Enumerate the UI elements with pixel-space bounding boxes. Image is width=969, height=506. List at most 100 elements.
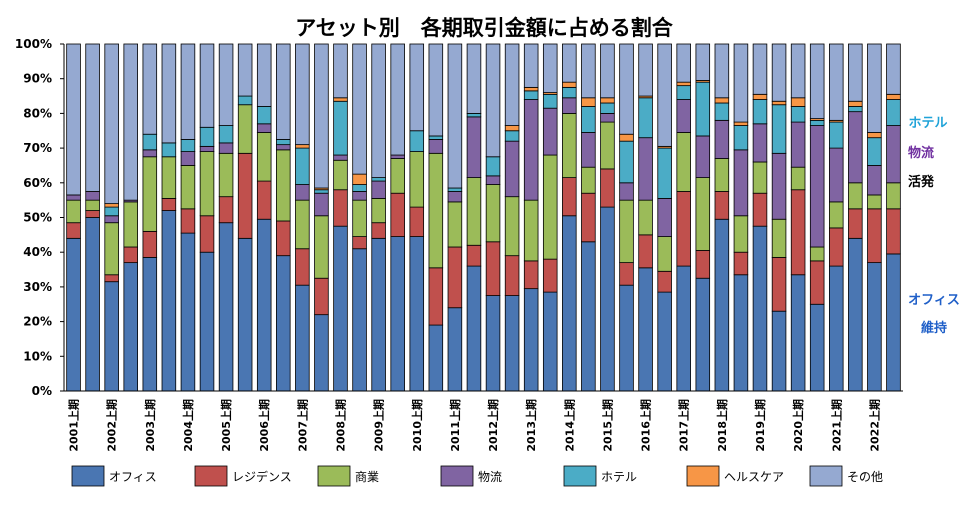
bar-segment (295, 248, 310, 286)
bar-segment (771, 100, 787, 106)
bar-segment (371, 43, 386, 178)
bar-segment (256, 43, 272, 107)
bar-segment (485, 295, 501, 392)
bar-segment (600, 97, 615, 104)
bar-segment (352, 248, 367, 392)
bar-segment (199, 215, 215, 253)
bar-segment (809, 119, 825, 126)
bar-segment (790, 106, 806, 123)
bar-segment (809, 303, 825, 392)
bar-segment (66, 222, 81, 239)
bar-segment (867, 262, 882, 392)
bar-segment (409, 130, 425, 152)
bar-segment (562, 177, 577, 217)
x-tick-label: 2015上期 (600, 399, 614, 452)
bar-segment (390, 192, 405, 237)
bar-segment (790, 43, 806, 99)
bar-segment (581, 97, 596, 107)
bar-segment (390, 236, 405, 392)
bar-segment (256, 180, 272, 220)
bar-segment (180, 43, 196, 140)
bar-segment (867, 194, 882, 210)
bar-segment (237, 152, 253, 239)
bar-segment (504, 43, 520, 126)
bar-segment (790, 274, 806, 392)
y-tick-label: 40% (23, 245, 52, 259)
bar-segment (695, 250, 711, 279)
bar-segment (867, 132, 882, 139)
legend-swatch (686, 465, 720, 487)
bar-segment (352, 236, 367, 250)
bar-segment (771, 256, 787, 312)
bar-segment (638, 199, 653, 236)
bar-segment (638, 137, 653, 201)
bar-segment (104, 222, 119, 276)
bar-segment (276, 144, 291, 151)
bar-segment (276, 255, 291, 392)
bar-segment (790, 121, 806, 168)
bar-segment (848, 111, 863, 184)
bar-segment (428, 43, 444, 137)
bar-segment (657, 43, 672, 147)
bar-segment (733, 149, 749, 217)
y-tick-label: 10% (23, 349, 52, 363)
bar-segment (218, 43, 234, 126)
legend-label: ホテル (601, 470, 637, 484)
bar-segment (638, 267, 653, 392)
bar-segment (714, 158, 730, 192)
bar-segment (142, 230, 158, 258)
bar-segment (180, 165, 196, 210)
chart-title: アセット別 各期取引金額に占める割合 (295, 16, 674, 40)
bar-segment (562, 97, 577, 114)
bar-segment (733, 251, 749, 276)
bar-segment (886, 253, 901, 392)
bar-segment (600, 168, 615, 208)
bar-segment (676, 85, 691, 100)
bar-segment (409, 151, 425, 208)
bar-segment (333, 97, 348, 102)
bar-segment (256, 123, 272, 133)
bar-segment (581, 106, 596, 133)
y-tick-label: 20% (23, 315, 52, 329)
bar-segment (180, 208, 196, 234)
bar-segment (295, 284, 310, 392)
x-tick-label: 2022上期 (867, 399, 881, 452)
bar-segment (542, 291, 558, 392)
bar-segment (237, 104, 253, 154)
bar-segment (409, 206, 425, 237)
bar-segment (504, 196, 520, 257)
bar-segment (752, 192, 768, 227)
bar-segment (180, 151, 196, 166)
bar-segment (409, 43, 425, 132)
legend-swatch (71, 465, 105, 487)
x-tick-label: 2021上期 (829, 399, 843, 452)
bar-segment (714, 218, 730, 392)
bar-segment (600, 206, 615, 392)
bar-segment (504, 140, 520, 198)
bar-segment (428, 135, 444, 140)
bar-segment (581, 132, 596, 168)
legend: オフィス レジデンス 商業 物流 ホテル ヘルスケア その他 (71, 465, 883, 487)
annotation-label: 物流 (908, 145, 934, 161)
bar-segment (771, 104, 787, 154)
bar-segment (848, 106, 863, 113)
bar-segment (371, 237, 386, 392)
bar-segment (352, 199, 367, 237)
bar-segment (809, 43, 825, 119)
bar-segment (886, 99, 901, 126)
bar-segment (371, 198, 386, 224)
bar-segment (504, 255, 520, 296)
bar-segment (218, 125, 234, 144)
legend-label: 物流 (478, 470, 502, 484)
bar-segment (542, 43, 558, 93)
bar-segment (523, 90, 539, 100)
bar-segment (161, 198, 177, 211)
bar-segment (867, 208, 882, 264)
y-tick-label: 100% (15, 37, 52, 51)
bar-segment (848, 182, 863, 210)
bar-segment (752, 99, 768, 125)
bar-segment (542, 107, 558, 156)
legend-label: その他 (847, 470, 883, 484)
bar-segment (581, 43, 596, 99)
bar-segment (714, 191, 730, 220)
